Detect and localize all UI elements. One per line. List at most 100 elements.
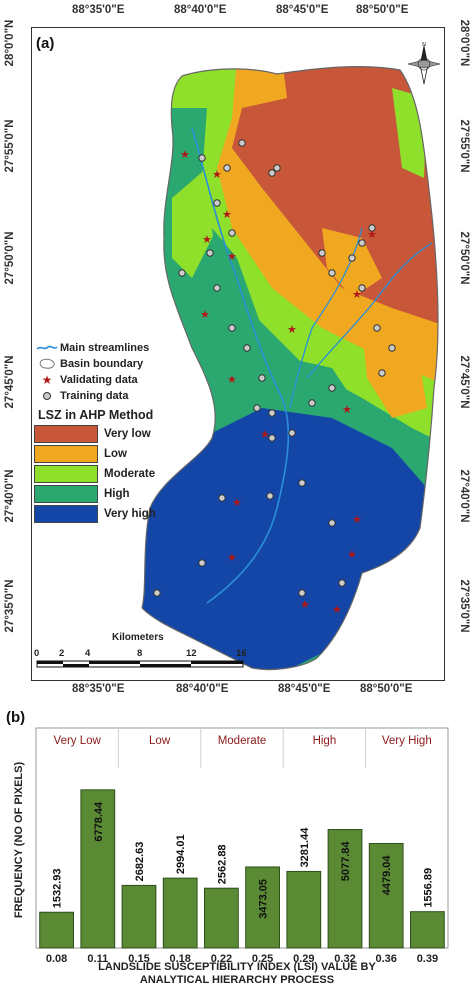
right-coord-1: 28°0'0"N (458, 19, 470, 67)
legend-item-basin: Basin boundary (34, 356, 199, 372)
legend-class-moderate: Moderate (34, 465, 199, 483)
class-label-very-high: Very high (104, 508, 156, 520)
bar-value-label: 2562.88 (216, 844, 228, 884)
susceptibility-map: ★ ★ ★ ★ ★ ★ ★ ★ ★ ★ ★ ★ ★ ★ ★ ★ ★ ★ (141, 65, 439, 671)
right-coord-5: 27°40'0"N (458, 469, 470, 523)
left-coord-3: 27°50'0"N (4, 231, 16, 285)
top-coord-1: 88°35'0"E (72, 4, 125, 16)
swatch-moderate (34, 465, 98, 483)
legend-item-streamlines: Main streamlines (34, 340, 199, 356)
scale-tick-12: 12 (186, 648, 197, 659)
svg-text:★: ★ (342, 403, 352, 416)
legend-label-training: Training data (60, 390, 129, 402)
bar-value-label: 1532.93 (52, 868, 64, 908)
scale-tick-4: 4 (85, 648, 91, 659)
svg-text:★: ★ (260, 428, 270, 441)
svg-text:★: ★ (352, 513, 362, 526)
x-tick-label: 0.11 (87, 953, 108, 965)
bar (162, 877, 198, 949)
x-axis-title-line2: ANALYTICAL HIERARCHY PROCESS (140, 974, 334, 986)
bar (368, 842, 404, 949)
scale-tick-0: 0 (34, 648, 40, 659)
bar (80, 789, 116, 949)
svg-text:★: ★ (367, 228, 377, 241)
swatch-high (34, 485, 98, 503)
group-label: High (313, 735, 337, 747)
svg-text:★: ★ (332, 603, 342, 616)
group-dividers (117, 728, 367, 768)
scale-bar: Kilometers 0 2 4 8 12 16 (34, 632, 247, 672)
svg-text:★: ★ (227, 373, 237, 386)
legend-class-very-low: Very low (34, 425, 199, 443)
bar-value-label: 2682.63 (134, 842, 146, 882)
left-coord-1: 28°0'0"N (4, 19, 16, 67)
legend-title: LSZ in AHP Method (38, 408, 154, 422)
bar-value-label: 3473.05 (258, 879, 270, 919)
class-label-moderate: Moderate (104, 468, 156, 480)
svg-text:★: ★ (180, 148, 190, 161)
x-tick-label: 0.39 (417, 953, 438, 965)
panel-a-label: (a) (36, 35, 55, 52)
bottom-coord-3: 88°45'0"E (278, 683, 331, 695)
x-tick-label: 0.29 (293, 953, 314, 965)
bar (286, 870, 322, 949)
svg-text:★: ★ (227, 551, 237, 564)
legend-label-streamlines: Main streamlines (60, 342, 150, 354)
svg-text:★: ★ (222, 208, 232, 221)
bar-value-label: 5077.84 (340, 841, 352, 882)
group-label: Very Low (54, 735, 102, 747)
bar (327, 829, 363, 949)
legend-class-low: Low (34, 445, 199, 463)
bar (410, 911, 445, 949)
x-tick-label: 0.25 (252, 953, 273, 965)
svg-text:★: ★ (227, 250, 237, 263)
svg-text:★: ★ (352, 288, 362, 301)
legend-label-basin: Basin boundary (60, 358, 144, 370)
svg-text:★: ★ (202, 233, 212, 246)
map-legend: Main streamlines Basin boundary ★ Valida… (34, 340, 199, 525)
legend-class-high: High (34, 485, 199, 503)
group-label: Moderate (218, 735, 267, 747)
frequency-bar-chart: Very Low Low Moderate High Very High 1532.93… (13, 727, 449, 986)
bottom-coord-4: 88°50'0"E (360, 683, 413, 695)
scale-bar-graphic (36, 660, 244, 668)
x-tick-label: 0.32 (334, 953, 355, 965)
svg-text:★: ★ (200, 308, 210, 321)
streamline-icon (34, 344, 60, 352)
group-label: Very High (382, 735, 432, 747)
left-coord-5: 27°40'0"N (4, 469, 16, 523)
basin-boundary-icon (34, 358, 60, 370)
bar-value-label: 2994.01 (175, 834, 187, 874)
svg-text:★: ★ (287, 323, 297, 336)
x-tick-labels: 0.08 0.11 0.15 0.18 0.22 0.25 0.29 0.32 0.36 0.39 (46, 953, 438, 965)
chart-panel: Very Low Low Moderate High Very High 1532.93… (0, 700, 474, 991)
scale-tick-16: 16 (236, 648, 247, 659)
bar-value-label: 1556.89 (422, 868, 434, 908)
left-coord-6: 27°35'0"N (4, 579, 16, 633)
class-label-high: High (104, 488, 130, 500)
bar (204, 887, 239, 949)
scale-tick-2: 2 (59, 648, 65, 659)
bars (39, 789, 445, 949)
x-tick-label: 0.36 (375, 953, 396, 965)
svg-text:★: ★ (232, 496, 242, 509)
bottom-coord-1: 88°35'0"E (72, 683, 125, 695)
right-coord-4: 27°45'0"N (458, 355, 470, 409)
class-label-low: Low (104, 448, 127, 460)
right-coord-6: 27°35'0"N (458, 579, 470, 633)
left-coord-2: 27°55'0"N (4, 119, 16, 173)
svg-text:★: ★ (212, 168, 222, 181)
left-coord-4: 27°45'0"N (4, 355, 16, 409)
swatch-very-low (34, 425, 98, 443)
bar-value-label: 6778.44 (93, 801, 105, 842)
legend-class-very-high: Very high (34, 505, 199, 523)
x-tick-label: 0.08 (46, 953, 67, 965)
swatch-low (34, 445, 98, 463)
map-panel: ★ ★ ★ ★ ★ ★ ★ ★ ★ ★ ★ ★ ★ ★ ★ ★ ★ ★ (31, 27, 445, 681)
top-coord-4: 88°50'0"E (356, 4, 409, 16)
top-coord-3: 88°45'0"E (276, 4, 329, 16)
bar (245, 866, 280, 949)
bar (121, 884, 157, 949)
group-labels: Very Low Low Moderate High Very High (54, 735, 432, 747)
sample-points: ★ ★ ★ ★ ★ ★ ★ ★ ★ ★ ★ ★ ★ ★ ★ ★ ★ ★ (153, 139, 396, 616)
